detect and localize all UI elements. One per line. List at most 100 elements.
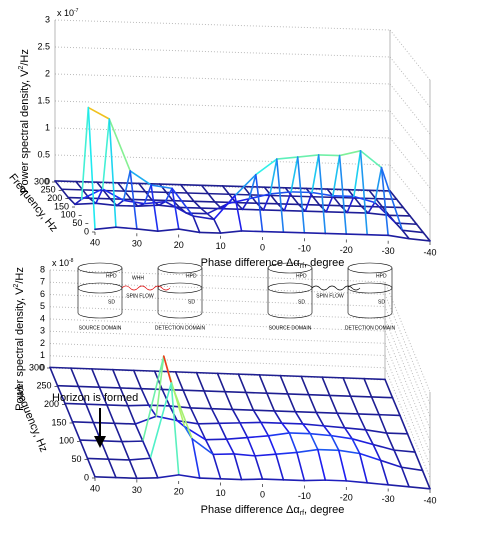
mesh-segment <box>358 452 382 462</box>
mesh-segment <box>322 425 333 437</box>
mesh-segment <box>270 194 293 197</box>
mesh-segment <box>144 190 153 201</box>
z-multiplier-base: x 10 <box>52 258 69 268</box>
cylinder-body <box>267 268 313 319</box>
x-tick-label: -40 <box>423 495 436 505</box>
y-tick-label: 300 <box>34 176 49 186</box>
y-tick-label: 250 <box>41 185 56 195</box>
mesh-segment <box>88 197 112 200</box>
mesh-segment <box>109 198 118 207</box>
inset-label: SPIN FLOW <box>316 293 344 299</box>
y-tick-label: 50 <box>71 454 81 464</box>
mesh-segment <box>317 448 340 452</box>
z-tick-label: 7 <box>40 277 45 287</box>
z-axis-label-part: Power spectral density, V <box>14 287 26 411</box>
cylinder-top <box>77 262 123 274</box>
mesh-segment <box>349 395 359 415</box>
mesh-segment <box>346 211 369 214</box>
mesh-segment <box>328 394 352 398</box>
mesh-segment <box>176 419 186 428</box>
mesh-segment <box>128 457 152 461</box>
mesh-segment <box>122 170 132 202</box>
mesh-segment <box>242 185 266 188</box>
mesh-segment <box>309 432 333 437</box>
mesh-segment <box>372 443 382 462</box>
z-grid-line <box>384 281 431 393</box>
mesh-segment <box>140 387 150 407</box>
x-tick-label: 30 <box>132 239 142 249</box>
inset: HPD SD HPD SD SPIN FLOW SOURCE DOMAIN DETECTIO… <box>267 262 396 331</box>
mesh-segment <box>290 156 299 193</box>
mesh-segment <box>200 184 210 195</box>
mesh-segment <box>351 438 361 455</box>
inset-label: WHH <box>132 275 144 281</box>
mesh-segment <box>342 377 352 398</box>
mesh-segment <box>317 154 341 157</box>
x-tick-label: 20 <box>174 240 184 250</box>
mesh-segment <box>220 207 244 211</box>
annotation: Horizon is formed <box>52 392 138 404</box>
mesh-segment <box>162 355 173 384</box>
mesh-segment <box>353 197 363 208</box>
z-tick-label: 1 <box>45 122 50 132</box>
x-tick-label: -20 <box>340 492 353 502</box>
mesh-segment <box>315 411 338 414</box>
mesh-segment <box>364 429 388 434</box>
mesh-segment <box>161 388 184 392</box>
mesh-segment <box>225 436 249 441</box>
z-tick-label: 2 <box>40 338 45 348</box>
mesh-segment <box>387 234 410 240</box>
mesh-segment <box>359 149 383 169</box>
mesh-segment <box>359 149 368 236</box>
mesh-segment <box>174 371 198 374</box>
mesh-segment <box>85 403 95 424</box>
x-tick-label: -20 <box>340 245 353 255</box>
mesh-segment <box>85 403 108 406</box>
inset-label: HPD <box>376 273 387 279</box>
mesh-segment <box>165 191 174 202</box>
mesh-segment <box>113 422 137 425</box>
mesh-segment <box>385 432 409 435</box>
mesh-segment <box>185 212 209 215</box>
mesh-segment <box>179 183 189 194</box>
mesh-segment <box>149 457 159 479</box>
z-grid-line <box>54 73 391 85</box>
mesh-segment <box>171 187 194 217</box>
mesh-segment <box>284 186 308 190</box>
mesh-segment <box>338 154 348 235</box>
mesh-segment <box>282 231 306 234</box>
mesh-segment <box>150 184 173 190</box>
mesh-segment <box>227 197 250 205</box>
mesh-segment <box>117 181 140 185</box>
mesh-segment <box>296 451 306 482</box>
z-grid-line <box>49 269 386 283</box>
mesh-segment <box>307 393 331 397</box>
mesh-segment <box>294 410 318 414</box>
mesh-segment <box>80 188 104 200</box>
mesh-segment <box>67 196 91 200</box>
inset-label: HPD <box>106 273 117 279</box>
mesh-segment <box>218 422 228 441</box>
y-tick-label: 150 <box>54 201 69 211</box>
mesh-segment <box>409 215 418 226</box>
y-tick-label: 100 <box>61 210 76 220</box>
mesh-segment <box>288 432 312 435</box>
x-tick-label: 40 <box>90 237 100 247</box>
mesh-segment <box>216 372 240 375</box>
mesh-segment <box>333 196 342 207</box>
x-tick-label: 10 <box>216 488 226 498</box>
inset-label: HPD <box>186 273 197 279</box>
cylinder-top <box>157 262 203 274</box>
mesh-segment <box>370 396 380 416</box>
mesh-segment <box>234 194 243 232</box>
mesh-segment <box>330 434 340 452</box>
mesh-segment <box>378 413 401 417</box>
mesh-segment <box>368 189 391 192</box>
mesh-segment <box>64 402 74 423</box>
inset-label: HPD <box>296 273 307 279</box>
mesh-segment <box>240 230 264 233</box>
inset: HPD SD HPD SD SPIN FLOW SOURCE DOMAIN DETECTIO… <box>77 262 206 331</box>
cylinder-body <box>347 268 393 319</box>
mesh-segment <box>336 412 346 429</box>
mesh-segment <box>373 166 383 204</box>
